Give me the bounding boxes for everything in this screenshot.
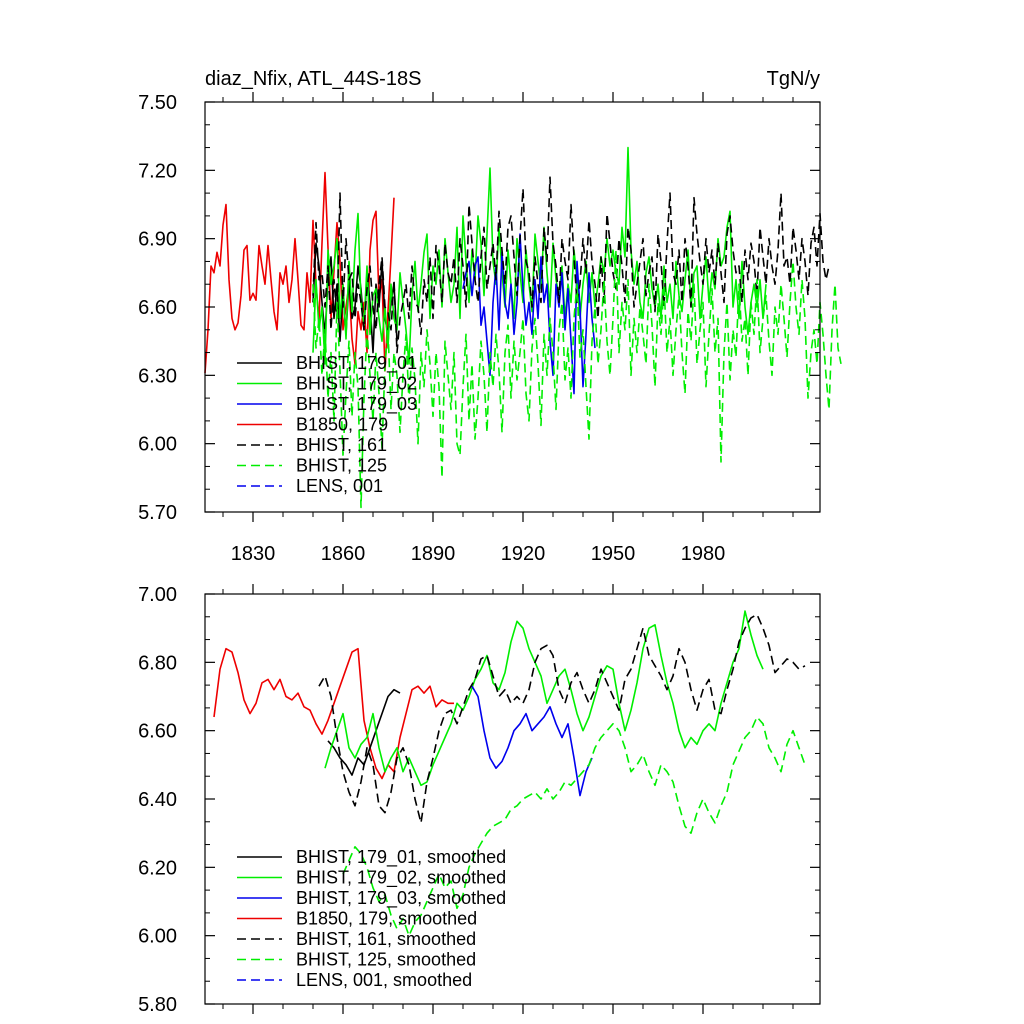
- top-xtick-label: 1920: [501, 543, 546, 565]
- bot-legend-label: BHIST, 161, smoothed: [296, 929, 476, 949]
- top-xtick-label: 1950: [591, 543, 636, 565]
- top-ytick-label: 6.60: [138, 297, 177, 319]
- bot-series-bhist-179-02-smoothed: [324, 610, 764, 787]
- bot-ytick-label: 7.00: [138, 584, 177, 606]
- bot-legend-label: LENS, 001, smoothed: [296, 970, 472, 990]
- bot-series-bhist-161-smoothed: [318, 613, 806, 824]
- top-xtick-label: 1830: [231, 543, 276, 565]
- top-series-group: [204, 146, 842, 509]
- bot-legend-label: B1850, 179, smoothed: [296, 909, 477, 929]
- top-ytick-label: 5.70: [138, 502, 177, 524]
- top-legend-label: BHIST, 179_03: [296, 394, 417, 415]
- top-series-bhist-125: [312, 249, 842, 509]
- bot-ytick-label: 6.20: [138, 857, 177, 879]
- top-ytick-label: 6.90: [138, 229, 177, 251]
- top-ytick-label: 7.20: [138, 160, 177, 182]
- bot-ytick-label: 6.40: [138, 789, 177, 811]
- top-axes: 5.70 6.00 6.30 6.60 6.90 7.20 7.50 1830 1860 1890…: [138, 92, 821, 565]
- bot-ytick-label: 5.80: [138, 994, 177, 1016]
- top-xtick-label: 1860: [321, 543, 366, 565]
- bot-legend-label: BHIST, 179_02, smoothed: [296, 868, 506, 889]
- top-series-bhist-161: [312, 176, 830, 354]
- top-panel-units: TgN/y: [767, 68, 820, 90]
- bot-ytick-label: 6.60: [138, 721, 177, 743]
- top-series-bhist-179-03: [462, 233, 596, 395]
- bot-legend-label: BHIST, 179_03, smoothed: [296, 888, 506, 909]
- bot-series-b1850-179-smoothed: [213, 647, 454, 780]
- top-legend-label: BHIST, 179_02: [296, 374, 417, 395]
- bot-series-bhist-179-03-smoothed: [471, 685, 593, 797]
- bot-legend-label: BHIST, 125, smoothed: [296, 950, 476, 970]
- bot-series-bhist-125-smoothed: [342, 716, 806, 937]
- bot-ytick-label: 6.80: [138, 652, 177, 674]
- top-xtick-label: 1980: [681, 543, 726, 565]
- top-ytick-label: 7.50: [138, 92, 177, 114]
- top-legend-label: BHIST, 179_01: [296, 353, 417, 374]
- bot-legend-label: BHIST, 179_01, smoothed: [296, 847, 506, 868]
- top-legend-label: BHIST, 161: [296, 435, 387, 455]
- top-ytick-label: 6.00: [138, 434, 177, 456]
- top-panel: diaz_Nfix, ATL_44S-18S TgN/y 5.70 6.00 6.3…: [138, 68, 842, 565]
- bot-ytick-label: 6.00: [138, 926, 177, 948]
- top-ytick-label: 6.30: [138, 365, 177, 387]
- top-legend-label: BHIST, 125: [296, 456, 387, 476]
- top-legend-label: LENS, 001: [296, 476, 383, 496]
- bottom-axes: 5.80 6.00 6.20 6.40 6.60 6.80 7.00: [138, 584, 821, 1016]
- bottom-series-group: [213, 610, 806, 937]
- bottom-panel: 5.80 6.00 6.20 6.40 6.60 6.80 7.00 BHIST, 179_…: [138, 584, 821, 1016]
- top-legend-label: B1850, 179: [296, 415, 388, 435]
- top-series-bhist-179-02: [312, 146, 767, 365]
- top-xtick-label: 1890: [411, 543, 456, 565]
- top-panel-title: diaz_Nfix, ATL_44S-18S: [205, 68, 421, 90]
